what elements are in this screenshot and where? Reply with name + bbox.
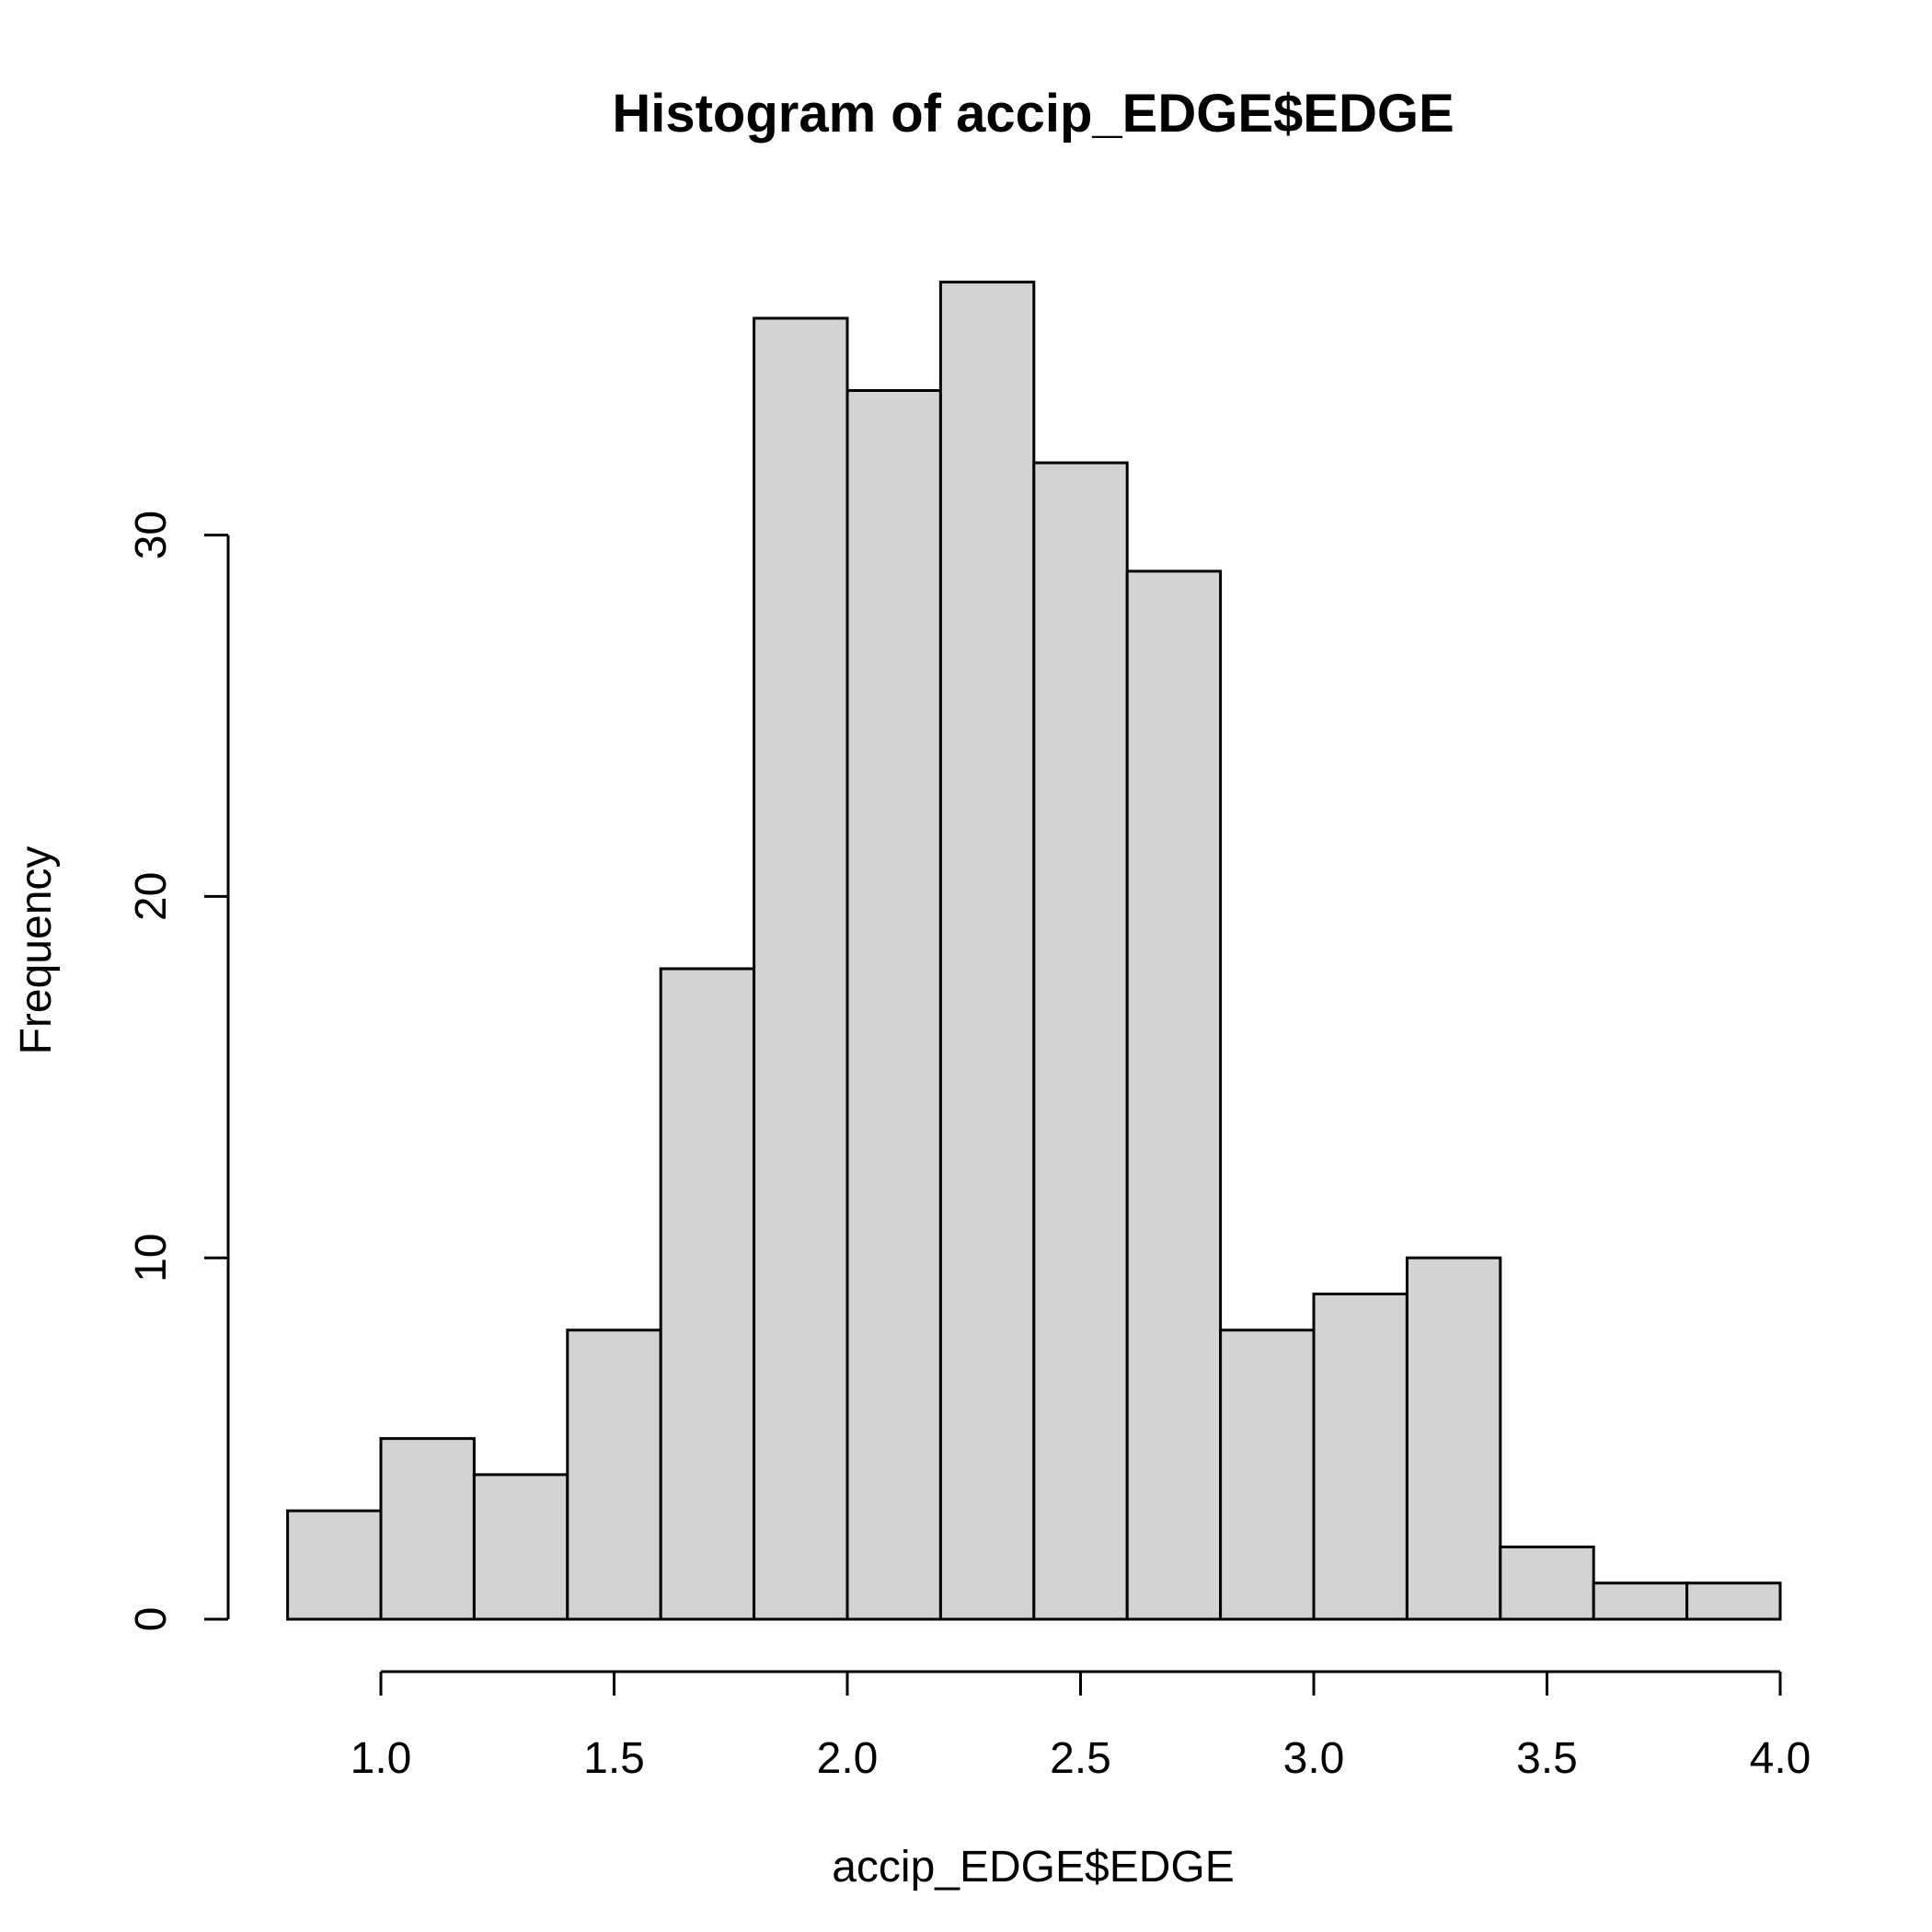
histogram-bar-0	[286, 1509, 383, 1621]
x-tick-label: 2.5	[1050, 1734, 1111, 1783]
histogram-bar-3	[566, 1328, 662, 1621]
histogram-bar-7	[938, 281, 1036, 1621]
x-tick-label: 1.5	[583, 1734, 645, 1783]
x-axis-label: accip_EDGE$EDGE	[832, 1843, 1235, 1892]
x-tick-label: 1.0	[351, 1734, 412, 1783]
y-tick-label: 30	[127, 511, 176, 559]
histogram-bar-14	[1592, 1581, 1689, 1621]
histogram-bar-5	[753, 316, 849, 1621]
y-tick-label: 0	[127, 1607, 176, 1632]
histogram-bar-8	[1032, 461, 1129, 1621]
histogram-bar-13	[1499, 1545, 1595, 1621]
histogram-bar-1	[379, 1437, 476, 1621]
histogram-bar-6	[845, 388, 942, 1621]
y-tick-label: 10	[127, 1234, 176, 1282]
chart-title: Histogram of accip_EDGE$EDGE	[612, 84, 1454, 144]
y-axis: 0 10 20 30	[127, 511, 230, 1632]
x-tick-label: 3.5	[1516, 1734, 1578, 1783]
bars-group	[286, 281, 1782, 1621]
y-axis-label: Frequency	[12, 846, 61, 1055]
x-tick-label: 4.0	[1750, 1734, 1811, 1783]
x-axis: 1.0 1.5 2.0 2.5 3.0 3.5 4.0	[351, 1670, 1811, 1783]
histogram-bar-10	[1219, 1328, 1316, 1621]
histogram-bar-4	[659, 967, 756, 1621]
histogram-bar-2	[472, 1473, 569, 1621]
x-tick-label: 2.0	[817, 1734, 879, 1783]
histogram-bar-12	[1405, 1256, 1502, 1621]
histogram-bar-15	[1685, 1581, 1782, 1621]
y-tick-label: 20	[127, 872, 176, 921]
histogram-bar-11	[1312, 1292, 1409, 1621]
histogram-bar-9	[1125, 569, 1223, 1621]
x-tick-label: 3.0	[1283, 1734, 1345, 1783]
